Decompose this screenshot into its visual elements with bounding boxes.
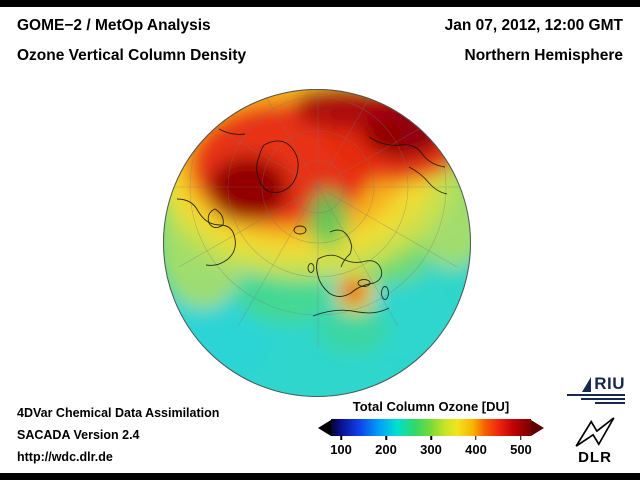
colorbar-gradient — [318, 419, 544, 436]
colorbar: Total Column Ozone [DU] 100 200 300 400 … — [318, 399, 544, 458]
dlr-logo-text: DLR — [578, 449, 612, 466]
title-line1: GOME−2 / MetOp Analysis — [17, 17, 211, 34]
colorbar-gradient-strip — [331, 419, 531, 436]
header-right: Jan 07, 2012, 12:00 GMT Northern Hemisph… — [445, 11, 623, 71]
riu-triangle-icon — [582, 377, 592, 392]
dlr-emblem-icon — [575, 417, 615, 447]
riu-logo: RIU — [561, 374, 625, 404]
riu-waves-icon — [561, 394, 625, 404]
tick-400: 400 — [465, 442, 487, 457]
footer-url: http://wdc.dlr.de — [17, 450, 113, 464]
colorbar-title: Total Column Ozone [DU] — [352, 399, 510, 414]
colorbar-tick-marks — [318, 436, 544, 440]
datetime-label: Jan 07, 2012, 12:00 GMT — [444, 17, 623, 34]
riu-logo-row: RIU — [561, 374, 625, 393]
colorbar-left-arrow-icon — [318, 419, 331, 436]
title-line2: Ozone Vertical Column Density — [17, 47, 247, 64]
graticule — [163, 89, 471, 347]
top-border-bar — [0, 0, 640, 7]
dlr-logo: DLR — [564, 416, 626, 466]
footer-line1: 4DVar Chemical Data Assimilation — [17, 406, 220, 420]
globe-rim — [163, 89, 471, 397]
tick-200: 200 — [375, 442, 397, 457]
ozone-globe-map — [161, 87, 473, 399]
footer-line2: SACADA Version 2.4 — [17, 428, 140, 442]
colorbar-right-arrow-icon — [531, 419, 544, 436]
bottom-border-bar — [0, 473, 640, 480]
coastlines — [176, 128, 448, 317]
header: GOME−2 / MetOp Analysis Ozone Vertical C… — [17, 11, 623, 71]
region-label: Northern Hemisphere — [464, 47, 623, 64]
tick-100: 100 — [330, 442, 352, 457]
globe-svg — [163, 89, 471, 397]
tick-300: 300 — [420, 442, 442, 457]
tick-500: 500 — [510, 442, 532, 457]
header-left: GOME−2 / MetOp Analysis Ozone Vertical C… — [17, 11, 246, 71]
riu-logo-text: RIU — [594, 374, 625, 393]
colorbar-tick-labels: 100 200 300 400 500 — [318, 442, 544, 458]
footer-info: 4DVar Chemical Data Assimilation SACADA … — [17, 402, 219, 468]
